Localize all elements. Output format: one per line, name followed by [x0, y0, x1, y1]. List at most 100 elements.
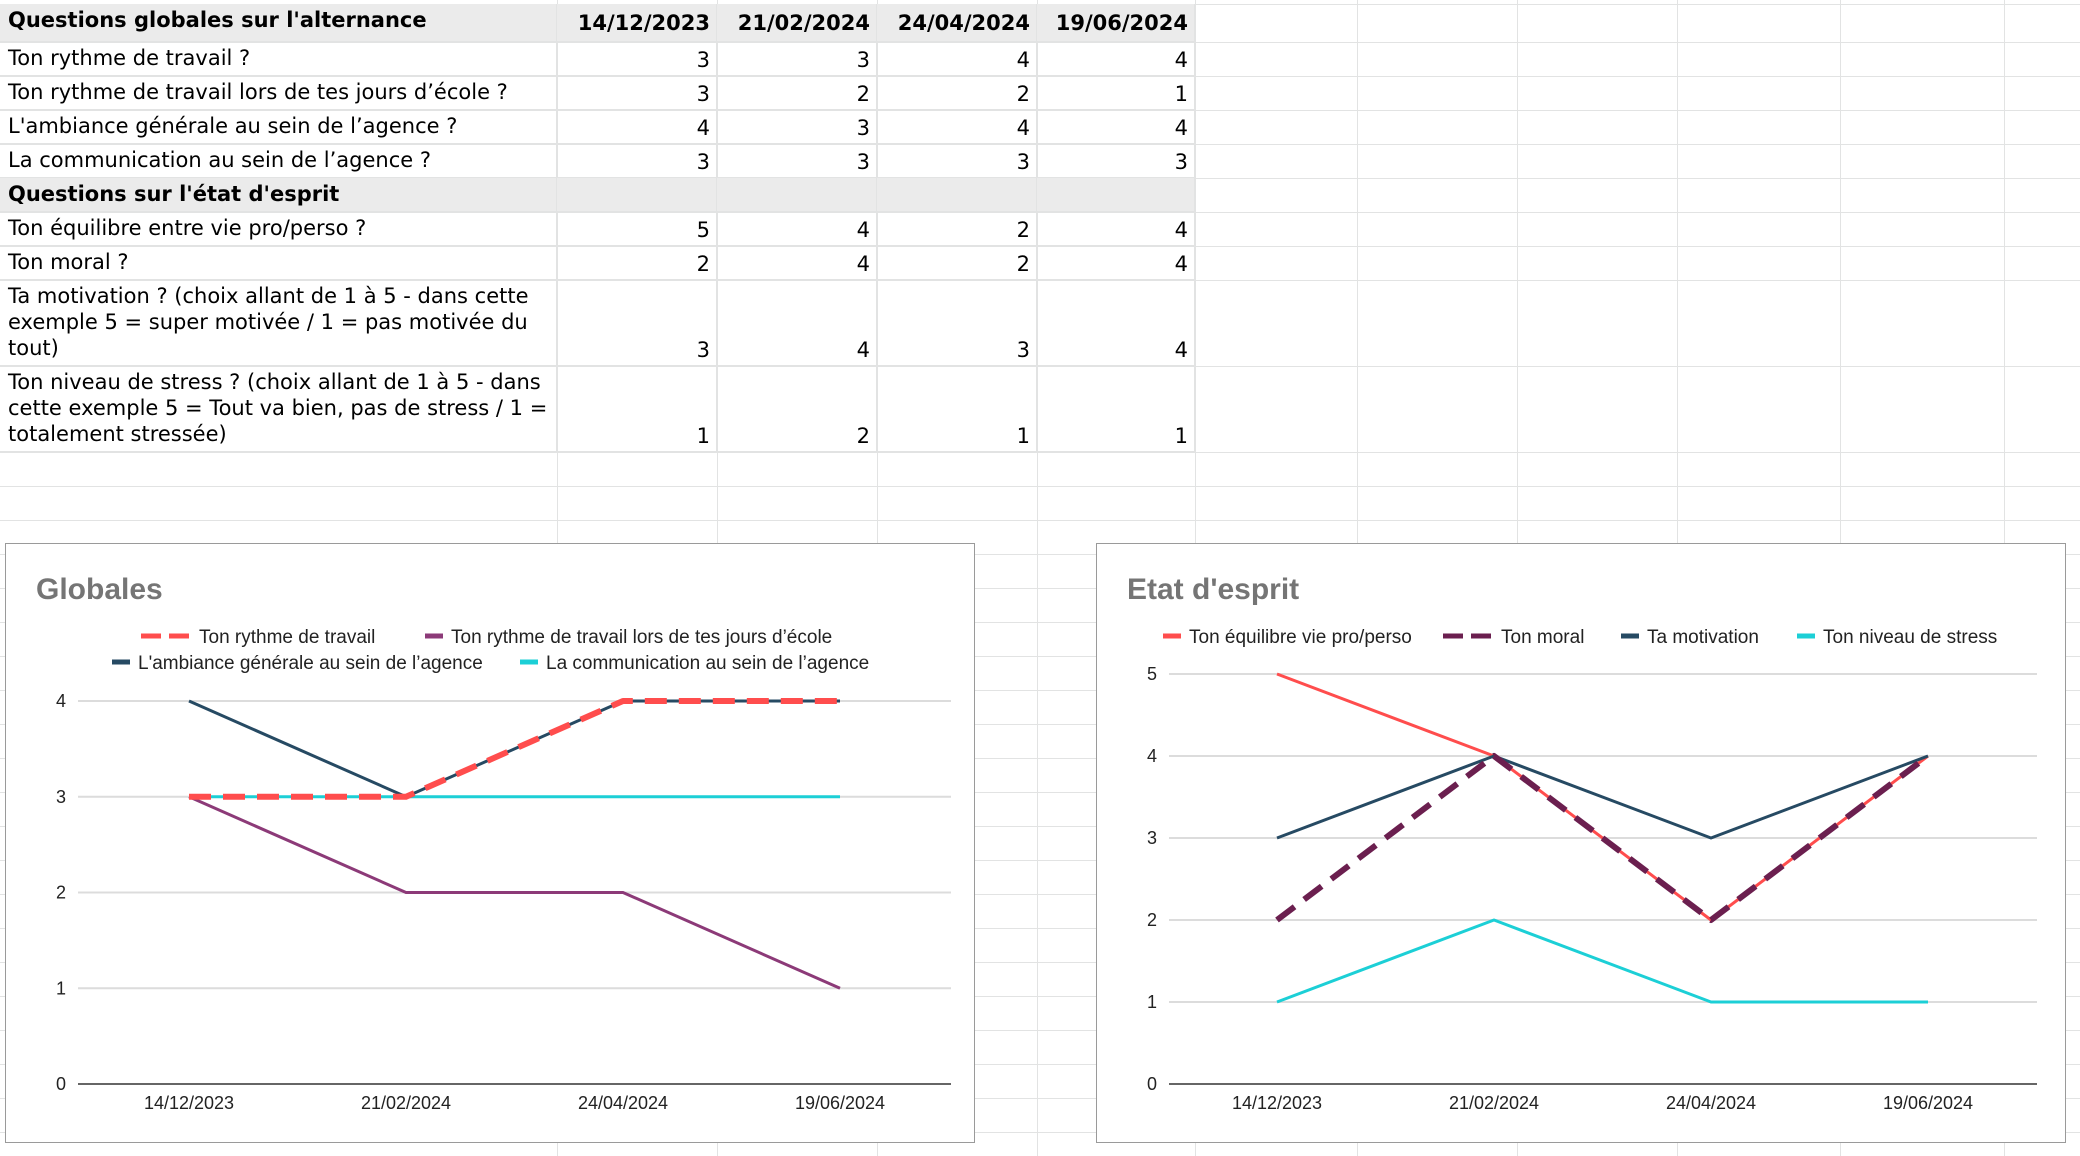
value-cell[interactable]: 4 [717, 246, 877, 280]
chart-svg: Etat d'esprit Ton équilibre vie pro/perso… [1127, 573, 2037, 1113]
value-cell[interactable]: 4 [717, 280, 877, 366]
legend-label: L'ambiance générale au sein de l’agence [138, 653, 483, 674]
value-cell[interactable]: 3 [717, 110, 877, 144]
row-gridline [0, 826, 2080, 827]
row-gridline [0, 1098, 2080, 1099]
value-cell[interactable]: 3 [717, 42, 877, 76]
question-cell[interactable]: Ta motivation ? (choix allant de 1 à 5 -… [0, 280, 557, 366]
legend-label: Ta motivation [1647, 627, 1759, 648]
value-cell[interactable]: 2 [877, 212, 1037, 246]
value-cell[interactable]: 2 [877, 76, 1037, 110]
row-gridline [0, 280, 2080, 281]
series-line [1276, 918, 1928, 1004]
header-cell-globales[interactable]: Questions globales sur l'alternance [0, 4, 557, 42]
row-gridline [0, 1132, 2080, 1133]
question-cell[interactable]: L'ambiance générale au sein de l’agence … [0, 110, 557, 144]
x-tick-label: 24/04/2024 [578, 1093, 668, 1113]
x-tick-label: 14/12/2023 [144, 1093, 234, 1113]
y-tick-label: 2 [56, 883, 66, 903]
series-line [188, 795, 841, 990]
header-date-cell[interactable]: 19/06/2024 [1037, 4, 1195, 42]
value-cell[interactable]: 3 [557, 76, 717, 110]
legend-label: Ton niveau de stress [1823, 627, 1997, 648]
row-gridline [0, 76, 2080, 77]
row-gridline [0, 860, 2080, 861]
legend-item[interactable]: Ta motivation [1621, 627, 1759, 648]
header-date-cell[interactable]: 14/12/2023 [557, 4, 717, 42]
value-cell[interactable]: 1 [1037, 76, 1195, 110]
value-cell[interactable]: 4 [877, 42, 1037, 76]
x-tick-label: 21/02/2024 [361, 1093, 451, 1113]
legend-item[interactable]: Ton rythme de travail [141, 627, 375, 648]
row-gridline [0, 144, 2080, 145]
value-cell[interactable]: 4 [1037, 280, 1195, 366]
legend-item[interactable]: La communication au sein de l’agence [520, 653, 869, 674]
legend-item[interactable]: Ton équilibre vie pro/perso [1163, 627, 1412, 648]
legend-label: La communication au sein de l’agence [546, 653, 869, 674]
value-cell[interactable]: 1 [557, 366, 717, 452]
x-tick-label: 19/06/2024 [795, 1093, 885, 1113]
value-cell[interactable]: 4 [1037, 110, 1195, 144]
y-tick-label: 3 [56, 787, 66, 807]
legend-item[interactable]: L'ambiance générale au sein de l’agence [112, 653, 483, 674]
chart-title: Etat d'esprit [1127, 573, 1299, 606]
question-cell[interactable]: Ton niveau de stress ? (choix allant de … [0, 366, 557, 452]
value-cell[interactable]: 3 [557, 280, 717, 366]
value-cell[interactable]: 4 [1037, 212, 1195, 246]
value-cell[interactable]: 1 [877, 366, 1037, 452]
question-cell[interactable]: Ton rythme de travail lors de tes jours … [0, 76, 557, 110]
legend-item[interactable]: Ton moral [1443, 627, 1584, 648]
question-cell[interactable]: Ton rythme de travail ? [0, 42, 557, 76]
y-tick-label: 1 [56, 978, 66, 998]
value-cell[interactable]: 4 [1037, 246, 1195, 280]
series-line [188, 699, 840, 799]
value-cell[interactable]: 2 [717, 76, 877, 110]
question-cell[interactable]: La communication au sein de l’agence ? [0, 144, 557, 178]
row-gridline [0, 690, 2080, 691]
y-tick-label: 2 [1147, 910, 1157, 930]
value-cell[interactable]: 4 [877, 110, 1037, 144]
row-gridline [0, 110, 2080, 111]
legend-item[interactable]: Ton rythme de travail lors de tes jours … [425, 627, 832, 648]
legend-item[interactable]: Ton niveau de stress [1797, 627, 1997, 648]
header-date-cell[interactable]: 21/02/2024 [717, 4, 877, 42]
y-tick-label: 0 [1147, 1074, 1157, 1094]
question-cell[interactable]: Ton moral ? [0, 246, 557, 280]
row-gridline [0, 792, 2080, 793]
value-cell[interactable]: 3 [877, 144, 1037, 178]
series-line [1275, 753, 1930, 923]
header-cell-esprit[interactable]: Questions sur l'état d'esprit [0, 178, 557, 212]
row-gridline [0, 622, 2080, 623]
series-line [1276, 754, 1929, 840]
chart-svg: Globales Ton rythme de travail Ton rythme … [36, 573, 951, 1113]
row-gridline [0, 1064, 2080, 1065]
value-cell[interactable]: 5 [557, 212, 717, 246]
y-tick-label: 5 [1147, 664, 1157, 684]
row-gridline [0, 452, 2080, 453]
value-cell[interactable]: 1 [1037, 366, 1195, 452]
value-cell[interactable]: 4 [1037, 42, 1195, 76]
row-gridline [0, 962, 2080, 963]
value-cell[interactable]: 3 [557, 144, 717, 178]
header-date-cell[interactable]: 24/04/2024 [877, 4, 1037, 42]
chart-etat-esprit[interactable]: Etat d'esprit Ton équilibre vie pro/perso… [1096, 543, 2066, 1143]
value-cell[interactable]: 3 [1037, 144, 1195, 178]
header-empty-cell[interactable] [717, 178, 877, 212]
value-cell[interactable]: 4 [557, 110, 717, 144]
value-cell[interactable]: 2 [877, 246, 1037, 280]
value-cell[interactable]: 3 [877, 280, 1037, 366]
value-cell[interactable]: 2 [557, 246, 717, 280]
row-gridline [0, 894, 2080, 895]
header-empty-cell[interactable] [557, 178, 717, 212]
header-empty-cell[interactable] [877, 178, 1037, 212]
row-gridline [0, 928, 2080, 929]
header-empty-cell[interactable] [1037, 178, 1195, 212]
y-tick-label: 4 [56, 691, 66, 711]
value-cell[interactable]: 3 [717, 144, 877, 178]
question-cell[interactable]: Ton équilibre entre vie pro/perso ? [0, 212, 557, 246]
value-cell[interactable]: 2 [717, 366, 877, 452]
value-cell[interactable]: 4 [717, 212, 877, 246]
chart-globales[interactable]: Globales Ton rythme de travail Ton rythme … [5, 543, 975, 1143]
value-cell[interactable]: 3 [557, 42, 717, 76]
